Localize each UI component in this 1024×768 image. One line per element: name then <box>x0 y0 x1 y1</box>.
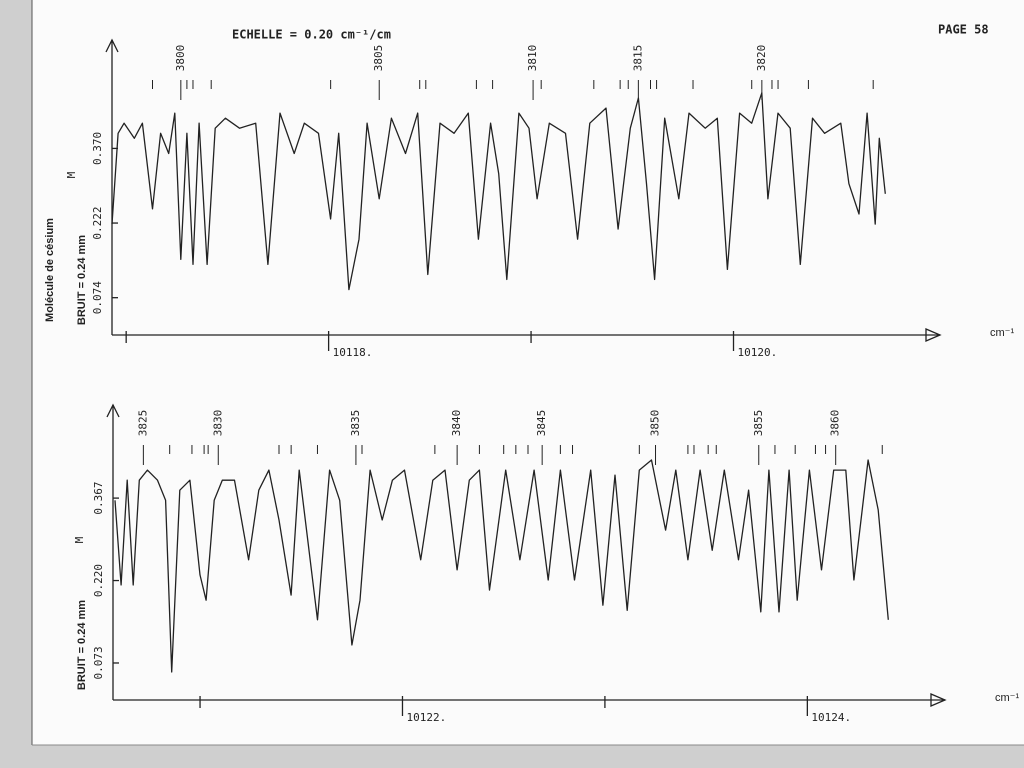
x-tick-label: 10118. <box>333 346 373 359</box>
line-label: 3815 <box>631 45 644 72</box>
line-label: 3855 <box>752 410 765 437</box>
y-tick-label: 0.074 <box>91 281 104 314</box>
line-label: 3860 <box>829 410 842 437</box>
line-label: 3830 <box>211 410 224 437</box>
scale-text: ECHELLE = 0.20 cm⁻¹/cm <box>232 28 391 42</box>
x-axis-unit: cm⁻¹ <box>990 327 1014 339</box>
marker-label: M <box>73 536 86 543</box>
spectrum-line <box>114 459 889 673</box>
line-label: 3835 <box>349 410 362 437</box>
line-label: 3850 <box>649 410 662 437</box>
y-tick-label: 0.222 <box>91 206 104 239</box>
line-label: 3805 <box>372 45 385 72</box>
x-tick-label: 10122. <box>406 711 446 724</box>
line-label: 3800 <box>174 45 187 72</box>
x-tick-label: 10124. <box>811 711 851 724</box>
y-tick-label: 0.220 <box>92 564 105 597</box>
x-axis-unit: cm⁻¹ <box>995 692 1019 704</box>
x-axis-arrow <box>930 693 947 707</box>
line-label: 3845 <box>535 410 548 437</box>
line-label: 3810 <box>526 45 539 72</box>
line-label: 3825 <box>136 410 149 437</box>
y-axis-label: BRUIT = 0.24 mm <box>76 600 88 690</box>
y-tick-label: 0.370 <box>91 132 104 165</box>
line-label: 3840 <box>450 410 463 437</box>
y-axis-arrow <box>106 403 120 418</box>
line-label: 3820 <box>755 45 768 72</box>
y-tick-label: 0.367 <box>92 482 105 515</box>
page-number: PAGE 58 <box>938 23 989 37</box>
paper <box>32 0 1024 745</box>
y-tick-label: 0.073 <box>92 646 105 679</box>
x-tick-label: 10120. <box>738 346 778 359</box>
y-axis-arrow <box>105 38 119 53</box>
y-axis-label: BRUIT = 0.24 mm <box>76 235 88 325</box>
spectrum-line <box>111 92 886 291</box>
marker-label: M <box>65 171 78 178</box>
side-label: Molécule de césium <box>44 218 56 322</box>
x-axis-arrow <box>925 328 942 342</box>
